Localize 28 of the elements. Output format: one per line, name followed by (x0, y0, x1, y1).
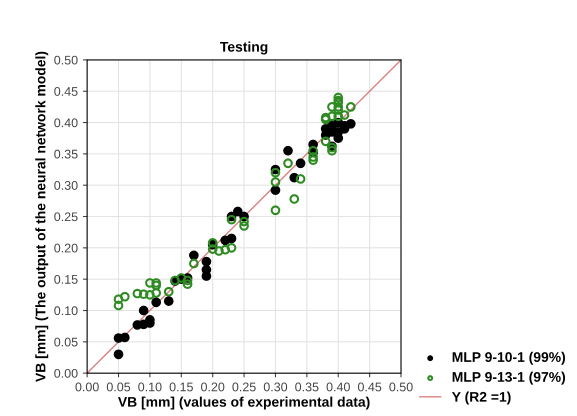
y-tick-label: 0.25 (54, 212, 78, 222)
x-tick-label: 0.30 (264, 382, 288, 392)
x-tick-label: 0.10 (138, 382, 162, 392)
y-tick-label: 0.40 (54, 118, 78, 128)
x-tick-label: 0.15 (170, 382, 193, 392)
y-tick-label: 0.00 (54, 368, 78, 378)
y-tick-label: 0.45 (54, 87, 78, 96)
x-tick-label: 0.20 (201, 382, 224, 392)
legend-label: MLP 9-13-1 (97%) (452, 372, 566, 385)
y-tick-label: 0.35 (54, 150, 78, 159)
y-tick-label: 0.20 (54, 244, 78, 253)
y-tick-label: 0.50 (54, 56, 78, 65)
x-tick-label: 0.00 (75, 382, 99, 392)
x-tick-label: 0.50 (389, 382, 413, 392)
y-tick-label: 0.15 (54, 274, 78, 284)
chart-title: Testing (220, 42, 268, 55)
x-tick-label: 0.05 (106, 382, 130, 392)
y-axis-title: VB [mm] (The output of the neural network model) (35, 52, 48, 382)
legend-label: MLP 9-10-1 (99%) (452, 352, 566, 365)
y-tick-label: 0.05 (54, 338, 78, 346)
x-tick-label: 0.45 (358, 382, 382, 392)
legend-label: Y (R2 =1) (452, 392, 511, 405)
y-tick-label: 0.30 (54, 181, 78, 190)
x-tick-label: 0.40 (326, 382, 350, 392)
x-tick-label: 0.25 (232, 382, 256, 392)
x-tick-label: 0.35 (295, 382, 318, 392)
y-tick-label: 0.10 (54, 306, 78, 316)
x-axis-title: VB [mm] (values of experimental data) (118, 396, 370, 410)
